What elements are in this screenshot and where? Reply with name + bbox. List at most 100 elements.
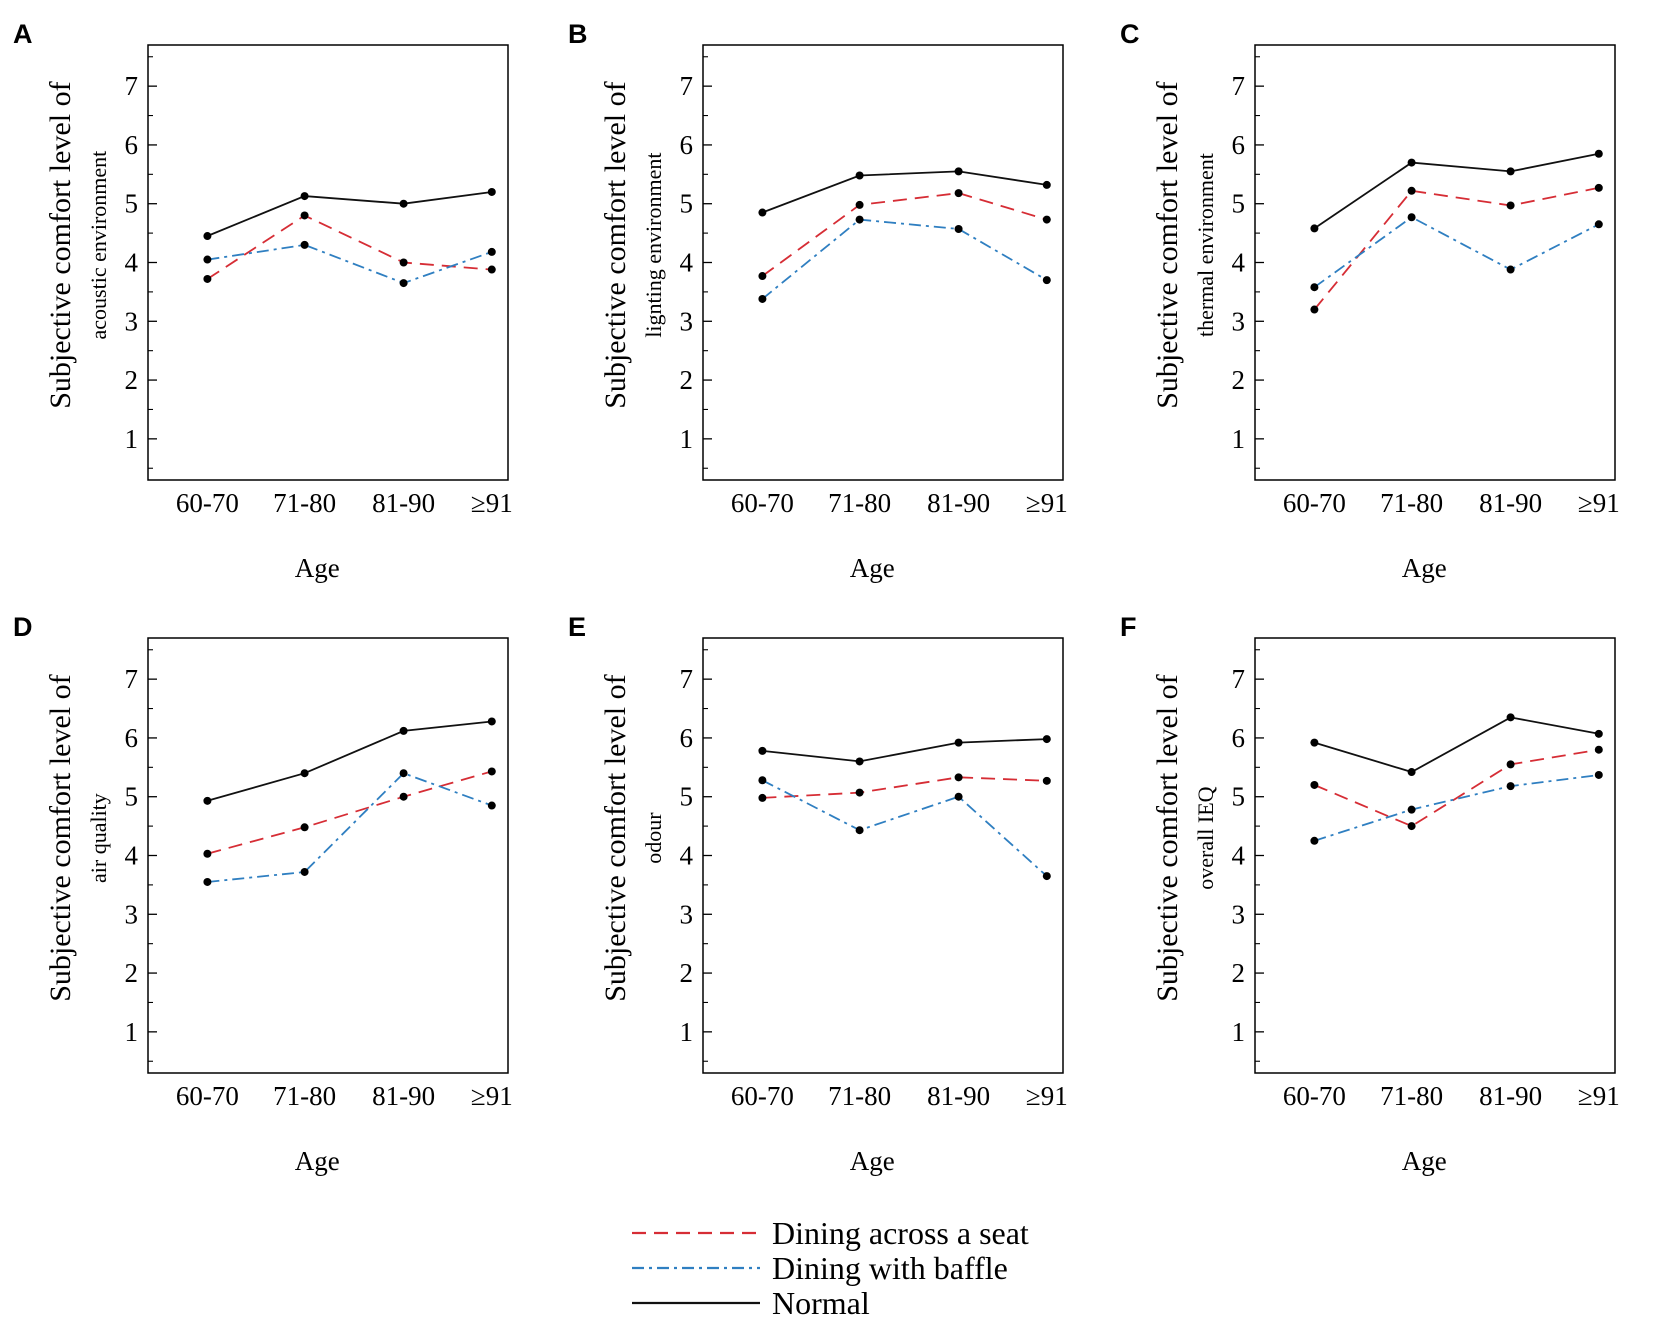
data-point-normal: [1042, 735, 1051, 744]
data-point-normal: [758, 746, 767, 755]
y-tick-label: 1: [125, 1017, 139, 1047]
series-line-baffle: [207, 243, 493, 285]
data-point-normal: [487, 717, 496, 726]
data-point-normal: [855, 757, 864, 766]
x-tick-label: ≥91: [1026, 1081, 1068, 1111]
data-point-baffle: [855, 215, 864, 224]
data-point-baffle: [1594, 220, 1603, 229]
y-tick-label: 2: [125, 958, 139, 988]
legend-label: Dining across a seat: [772, 1215, 1029, 1251]
x-tick-label: 60-70: [1283, 488, 1346, 518]
data-point-across: [203, 274, 212, 283]
y-tick-label: 3: [125, 306, 139, 336]
y-tick-label: 4: [1232, 248, 1246, 278]
data-point-across: [300, 211, 309, 220]
x-tick-label: 60-70: [731, 488, 794, 518]
y-tick-label: 6: [1232, 130, 1246, 160]
data-point-baffle: [487, 247, 496, 256]
x-tick-label: ≥91: [1578, 1081, 1620, 1111]
panel-letter: A: [13, 19, 33, 49]
data-point-across: [399, 792, 408, 801]
y-axis-label: Subjective comfort level of: [1151, 674, 1184, 1001]
x-tick-label: 60-70: [1283, 1081, 1346, 1111]
series-line-baffle: [761, 779, 1048, 877]
x-tick-label: 71-80: [273, 488, 336, 518]
data-point-baffle: [758, 776, 767, 785]
data-point-normal: [487, 187, 496, 196]
data-point-across: [487, 767, 496, 776]
y-tick-label: 5: [125, 782, 139, 812]
panel-b: B 1 2 3 4 5 6 7 60-70 71-80 81-90 ≥91 Age Subjective …: [568, 19, 1068, 583]
x-tick-label: ≥91: [1578, 488, 1620, 518]
y-tick-label: 2: [1232, 958, 1246, 988]
data-point-baffle: [487, 801, 496, 810]
series-line-normal: [207, 720, 492, 802]
x-tick-label: 71-80: [828, 1081, 891, 1111]
data-point-across: [758, 272, 767, 281]
data-point-normal: [300, 769, 309, 778]
x-tick-label: ≥91: [471, 488, 513, 518]
x-tick-label: 60-70: [176, 488, 239, 518]
data-point-normal: [1310, 224, 1319, 233]
data-point-across: [399, 258, 408, 267]
y-tick-label: 7: [125, 664, 139, 694]
y-tick-label: 5: [1232, 782, 1246, 812]
series-line-baffle: [207, 772, 493, 883]
y-tick-label: 6: [125, 130, 139, 160]
y-tick-label: 1: [1232, 424, 1246, 454]
data-point-normal: [1506, 713, 1515, 722]
data-point-across: [954, 189, 963, 198]
y-axis-label: Subjective comfort level of: [44, 674, 77, 1001]
data-point-across: [203, 849, 212, 858]
panel-c: C 1 2 3 4 5 6 7 60-70 71-80 81-90 ≥91 Age Subjective …: [1120, 19, 1620, 583]
data-point-normal: [1594, 729, 1603, 738]
series-line-baffle: [1314, 774, 1599, 842]
data-point-baffle: [203, 877, 212, 886]
y-tick-label: 7: [1232, 71, 1246, 101]
data-point-across: [1042, 776, 1051, 785]
data-point-across: [1594, 745, 1603, 754]
plot-frame: [702, 44, 1064, 481]
data-point-baffle: [399, 279, 408, 288]
plot-frame: [147, 637, 509, 1074]
data-point-normal: [399, 199, 408, 208]
y-tick-label: 6: [680, 130, 694, 160]
data-point-baffle: [954, 792, 963, 801]
data-point-normal: [399, 726, 408, 735]
y-tick-label: 4: [125, 248, 139, 278]
data-point-baffle: [300, 867, 309, 876]
series-line-across: [1313, 186, 1599, 311]
panel-f: F 1 2 3 4 5 6 7 60-70 71-80 81-90 ≥91 Age Subjective …: [1120, 612, 1620, 1176]
y-tick-label: 7: [125, 71, 139, 101]
y-axis-label: Subjective comfort level of: [599, 81, 632, 408]
data-point-across: [1042, 215, 1051, 224]
data-point-baffle: [399, 769, 408, 778]
data-point-baffle: [1042, 872, 1051, 881]
data-point-normal: [1310, 738, 1319, 747]
data-point-normal: [1042, 180, 1051, 189]
legend-item-baffle: Dining with baffle: [632, 1250, 1008, 1286]
y-axis-sublabel: air quality: [86, 793, 111, 883]
series-line-normal: [1314, 716, 1599, 773]
y-tick-label: 6: [125, 723, 139, 753]
plot-frame: [1254, 44, 1616, 481]
series-line-normal: [1313, 152, 1599, 230]
data-point-baffle: [1594, 770, 1603, 779]
series-line-normal: [762, 170, 1047, 214]
data-point-normal: [954, 738, 963, 747]
y-tick-label: 3: [1232, 899, 1246, 929]
y-tick-label: 2: [680, 365, 694, 395]
data-point-baffle: [1506, 265, 1515, 274]
data-point-across: [487, 265, 496, 274]
y-tick-label: 7: [1232, 664, 1246, 694]
data-point-across: [1310, 780, 1319, 789]
data-point-normal: [1594, 149, 1603, 158]
panel-d: D 1 2 3 4 5 6 7 60-70 71-80 81-90 ≥91 Age Subjective …: [13, 612, 513, 1176]
y-tick-label: 7: [680, 71, 694, 101]
x-tick-label: 81-90: [1479, 488, 1542, 518]
y-axis-label: Subjective comfort level of: [44, 81, 77, 408]
y-tick-label: 4: [1232, 841, 1246, 871]
data-point-across: [1407, 186, 1416, 195]
data-point-baffle: [855, 826, 864, 835]
